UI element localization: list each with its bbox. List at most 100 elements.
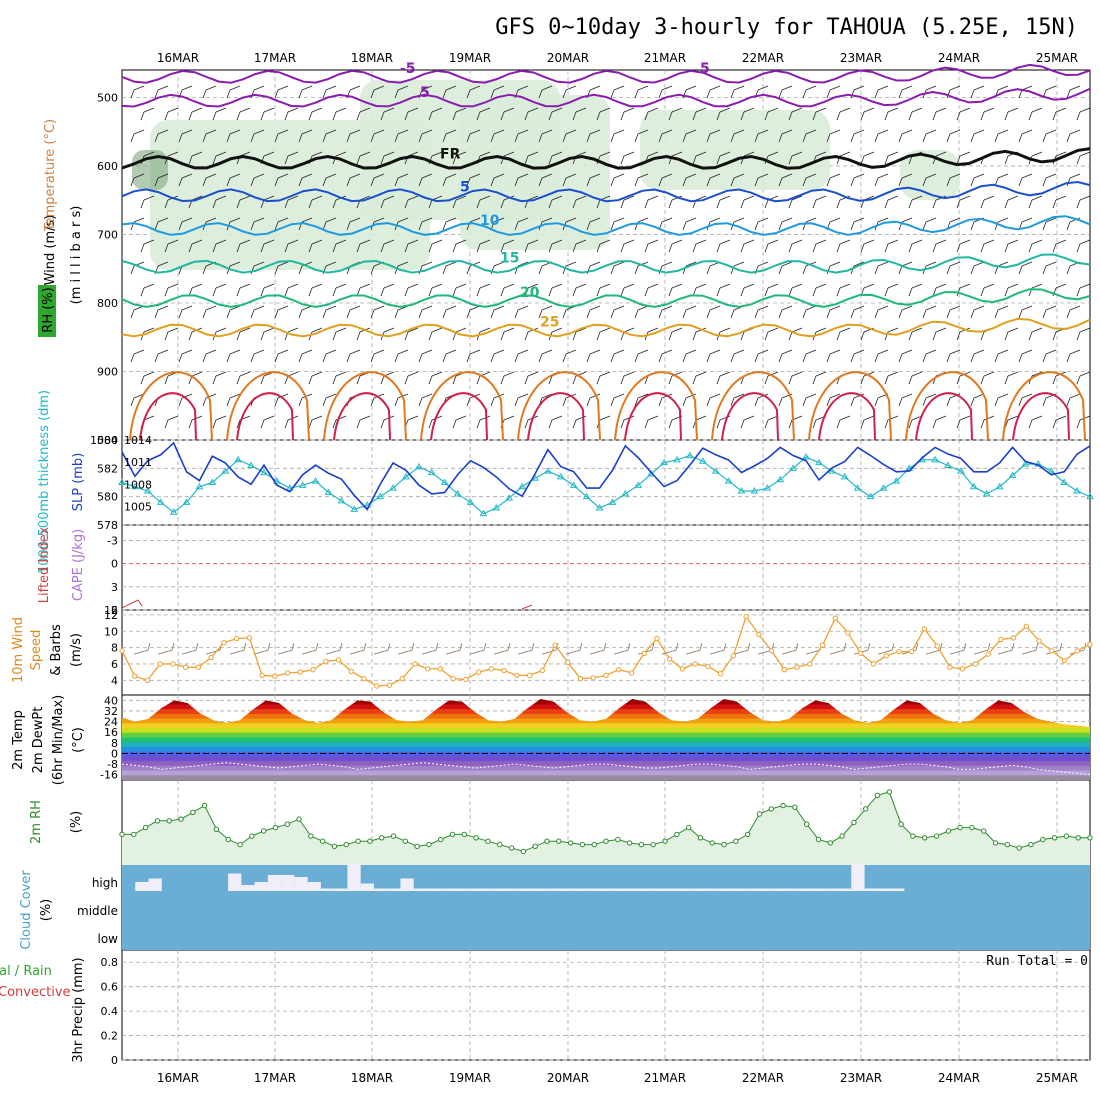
- wind-barb: [538, 129, 553, 143]
- wind-barb: [850, 85, 865, 99]
- wind-barb: [226, 305, 241, 319]
- wind-barb: [908, 107, 923, 121]
- wind-barb: [442, 261, 457, 275]
- thickness-point: [1021, 460, 1030, 467]
- label-cloud-units: (%): [39, 899, 54, 922]
- rh-point: [1051, 835, 1058, 841]
- wind-barb: [898, 393, 913, 407]
- wind-barb: [188, 151, 203, 165]
- day-label-top: 21MAR: [644, 51, 686, 65]
- wind-barb: [1018, 393, 1033, 407]
- slp-tick: 1008: [124, 478, 152, 491]
- wind-barb: [140, 327, 155, 341]
- wind-barb: [778, 173, 793, 187]
- day-label-top: 19MAR: [449, 51, 491, 65]
- wind-barb: [188, 283, 203, 297]
- wind-barb: [476, 283, 491, 297]
- wind-barb: [394, 85, 409, 99]
- wind-barb: [538, 349, 553, 363]
- thickness-point: [440, 478, 449, 485]
- wind-barb: [1004, 239, 1019, 253]
- cape-tick: 12: [104, 604, 118, 617]
- wind-barb: [452, 239, 467, 253]
- wind-barb: [524, 371, 539, 385]
- wind10-barb: [613, 643, 631, 655]
- wind-barb: [308, 195, 323, 209]
- wind10-point: [132, 673, 138, 679]
- wind-barb: [692, 239, 707, 253]
- wind-barb: [634, 129, 649, 143]
- high-cloud-bar: [678, 888, 693, 891]
- slp-tick: 1014: [124, 434, 152, 447]
- li-trace: [521, 604, 533, 610]
- wind-barb: [1004, 283, 1019, 297]
- isotherm-line: [121, 63, 1091, 84]
- rh-point: [414, 843, 420, 849]
- wind-barb: [1076, 107, 1091, 121]
- wind-barb: [620, 239, 635, 253]
- wind-barb: [812, 371, 827, 385]
- wind-barb: [322, 261, 337, 275]
- wind-barb: [812, 195, 827, 209]
- thickness-point: [298, 481, 307, 488]
- wind-barb: [730, 85, 745, 99]
- y-tick-label: 582: [97, 462, 118, 475]
- rh-point: [260, 828, 267, 834]
- wind-barb: [682, 173, 697, 187]
- high-cloud-bar: [400, 878, 414, 891]
- wind10-point: [692, 661, 698, 667]
- rh-point: [957, 824, 963, 831]
- wind10-point: [272, 673, 278, 679]
- wind-barb: [140, 371, 155, 385]
- cape-frame: [121, 524, 1091, 611]
- wind-barb: [164, 283, 179, 297]
- wind-barb: [1028, 195, 1043, 209]
- wind-barb: [788, 195, 803, 209]
- thickness-point: [931, 455, 940, 463]
- wind-barb: [572, 195, 587, 209]
- label-cloud-cover: Cloud Cover: [19, 870, 34, 950]
- temp-band: [122, 761, 1090, 767]
- thickness-point: [1073, 487, 1081, 494]
- cloud-cover-panel: [122, 863, 1090, 950]
- wind-barb: [1004, 371, 1019, 385]
- rh-point: [556, 838, 562, 844]
- thickness-point: [827, 467, 836, 474]
- wind10-point: [807, 661, 813, 667]
- thickness-point: [337, 496, 346, 504]
- wind-barb: [346, 217, 361, 231]
- wind10-point: [666, 656, 673, 662]
- wind-barb: [884, 107, 899, 121]
- wind10-barb: [181, 643, 199, 655]
- temp-contour-30: [129, 371, 213, 441]
- wind10-point: [539, 667, 546, 674]
- rh-point: [319, 838, 326, 844]
- thickness-point: [182, 498, 191, 505]
- wind-barb: [730, 349, 745, 363]
- rh-point: [626, 840, 633, 846]
- wind-barb: [274, 261, 289, 275]
- wind-barb: [1052, 195, 1067, 209]
- rh-point: [461, 831, 468, 838]
- day-label-bottom: 16MAR: [157, 1071, 199, 1085]
- cloud-level-label: middle: [77, 904, 118, 918]
- wind10-point: [1061, 657, 1068, 664]
- wind-barb: [802, 173, 817, 187]
- high-cloud-bar: [639, 888, 653, 891]
- wind-barb: [586, 305, 601, 319]
- wind-barb: [442, 305, 457, 319]
- temp-contour-30: [323, 371, 407, 441]
- rh-point: [945, 828, 952, 834]
- wind-barb: [226, 173, 241, 187]
- temp-contour-35: [818, 392, 876, 441]
- wind-barb: [140, 239, 155, 253]
- wind-barb: [802, 305, 817, 319]
- wind-barb: [860, 195, 875, 209]
- wind-barb: [668, 327, 683, 341]
- wind-barb: [874, 393, 889, 407]
- wind-barb: [202, 349, 217, 363]
- wind-barb: [836, 283, 851, 297]
- wind-barb: [212, 239, 227, 253]
- wind-barb: [610, 129, 625, 143]
- rh-point: [296, 816, 302, 822]
